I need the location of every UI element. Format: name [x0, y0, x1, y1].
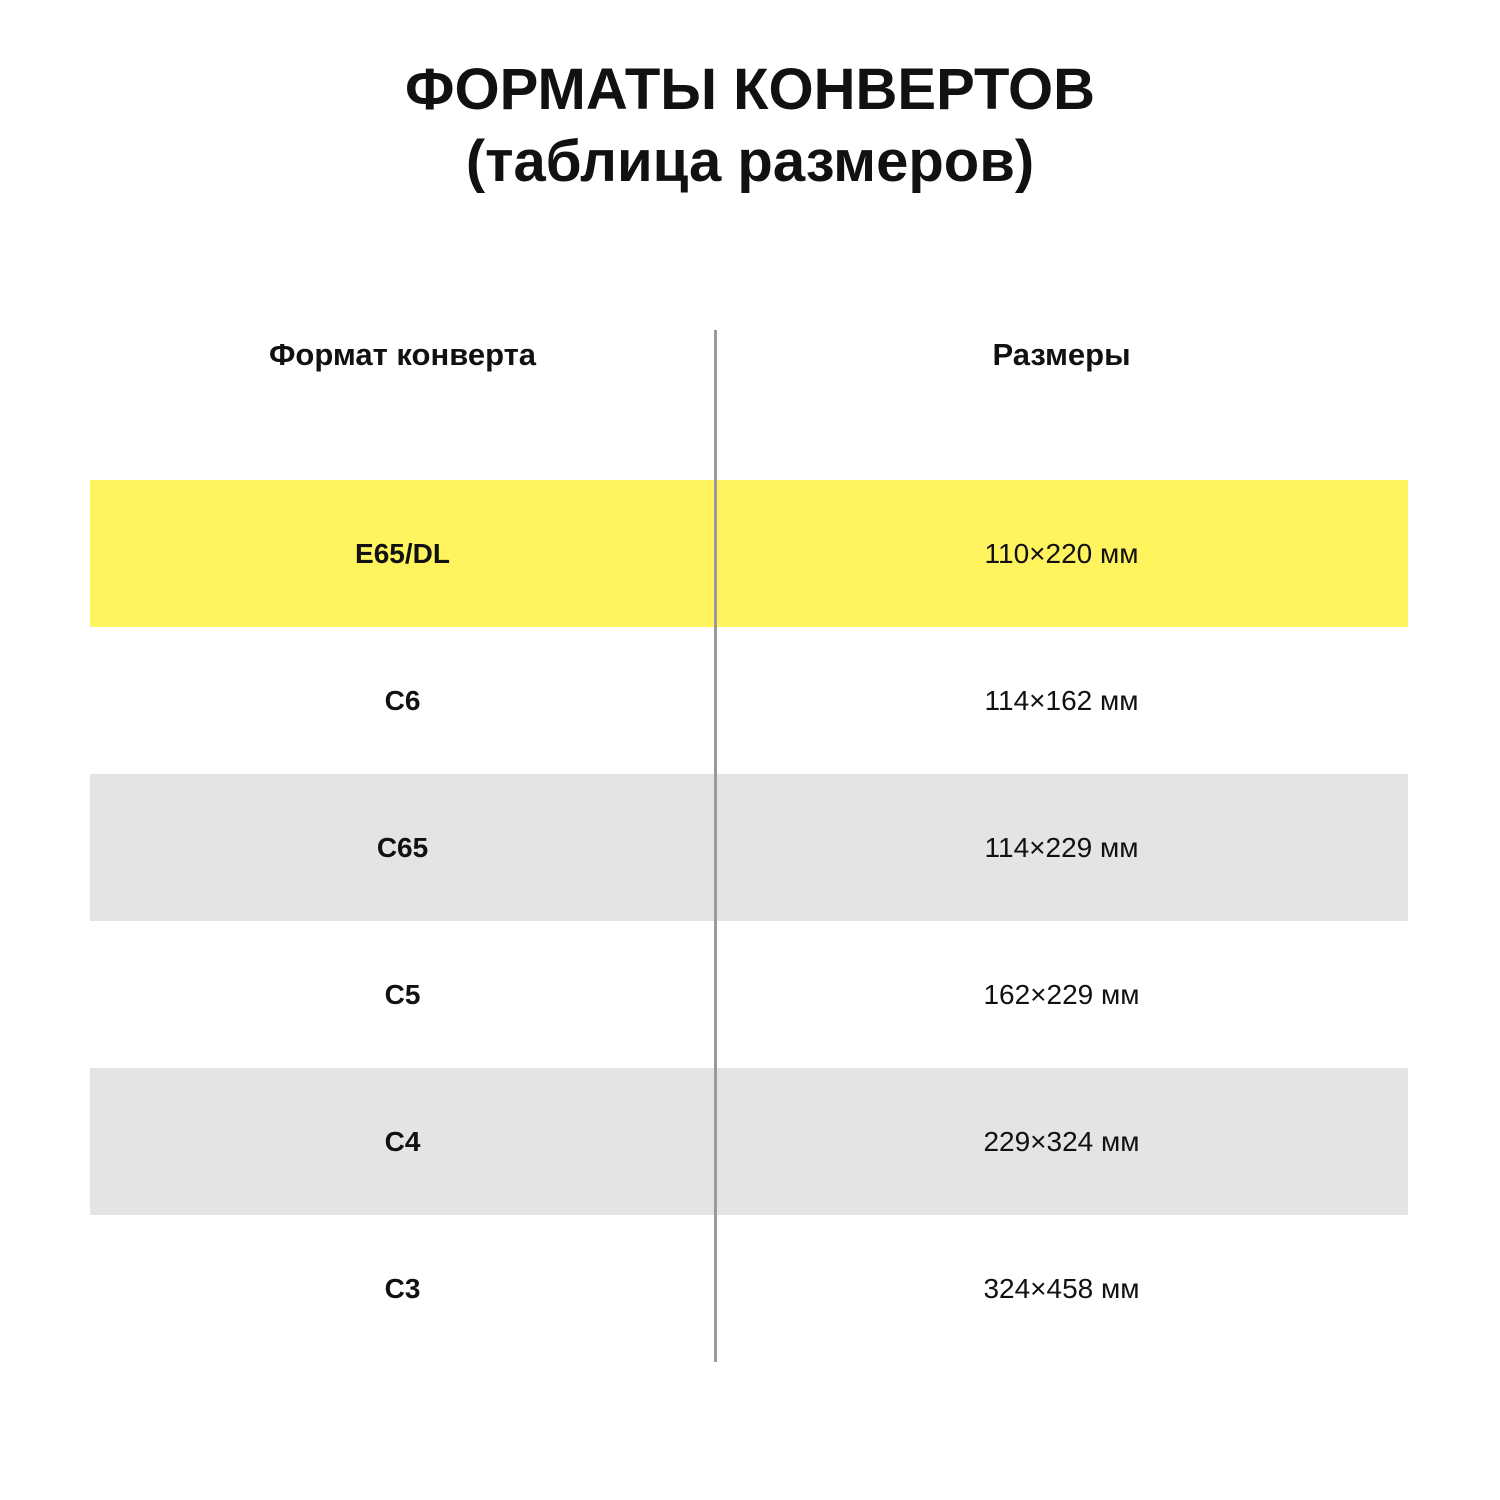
format-cell: C3 [384, 1273, 421, 1304]
size-cell: 324×458 мм [983, 1273, 1140, 1304]
size-cell: 229×324 мм [983, 1126, 1140, 1157]
size-cell: 114×229 мм [984, 832, 1139, 863]
format-cell: E65/DL [355, 538, 450, 569]
table-row: C5 162×229 мм [90, 921, 1408, 1068]
size-cell: 110×220 мм [984, 538, 1139, 569]
format-cell: C4 [384, 1126, 421, 1157]
page-title: ФОРМАТЫ КОНВЕРТОВ (таблица размеров) [0, 54, 1500, 198]
table-row: C4 229×324 мм [90, 1068, 1408, 1215]
header-format: Формат конверта [268, 337, 537, 372]
table-row: C3 324×458 мм [90, 1215, 1408, 1362]
format-cell: C6 [384, 685, 421, 716]
column-divider [714, 330, 717, 1362]
size-cell: 162×229 мм [983, 979, 1140, 1010]
size-cell: 114×162 мм [984, 685, 1139, 716]
format-cell: C65 [376, 832, 429, 863]
format-cell: C5 [384, 979, 421, 1010]
title-line-1: ФОРМАТЫ КОНВЕРТОВ [404, 57, 1096, 122]
table-row: E65/DL 110×220 мм [90, 480, 1408, 627]
table-row: C6 114×162 мм [90, 627, 1408, 774]
table-row: C65 114×229 мм [90, 774, 1408, 921]
header-size: Размеры [992, 337, 1131, 372]
title-line-2: (таблица размеров) [465, 129, 1035, 194]
